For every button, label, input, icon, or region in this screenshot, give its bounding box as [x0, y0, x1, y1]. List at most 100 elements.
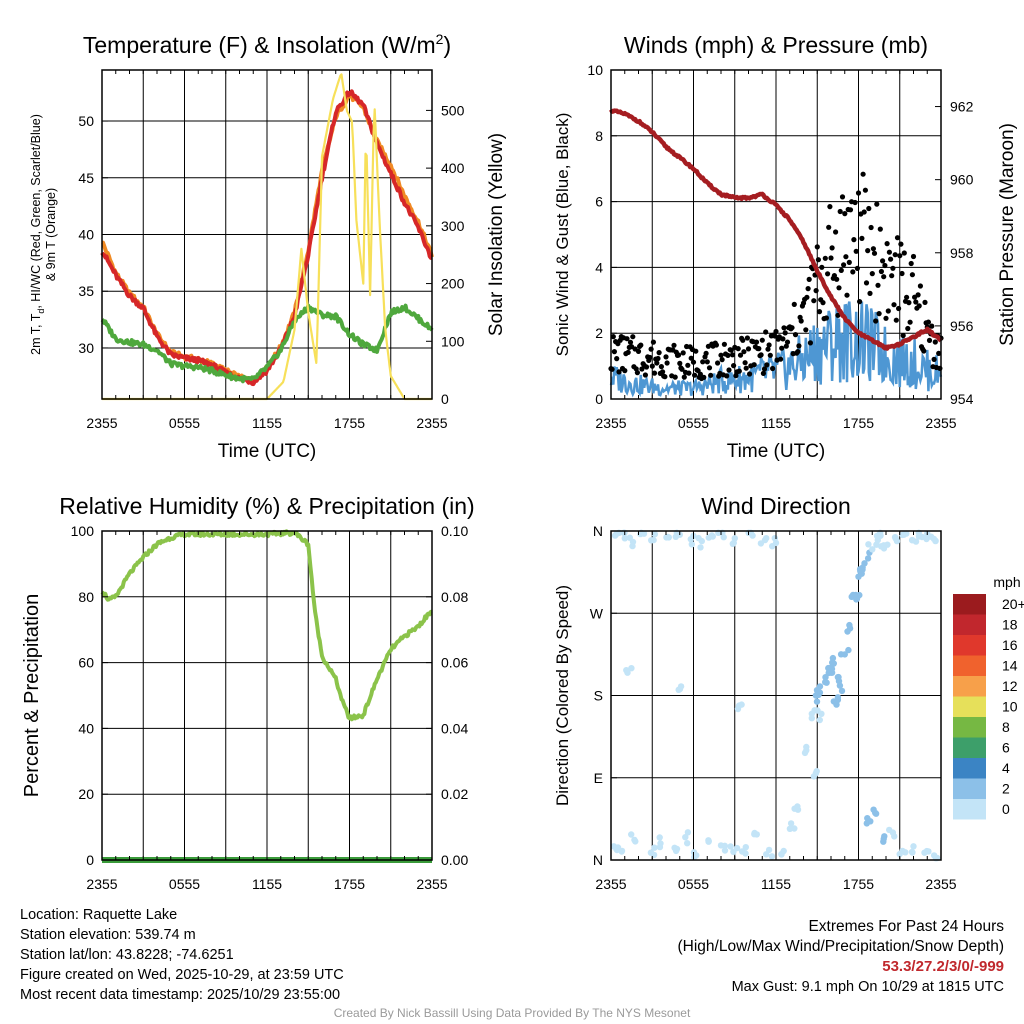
direction-point [735, 702, 743, 709]
gust-point [781, 325, 787, 331]
gust-point [867, 290, 873, 296]
gust-point [634, 370, 641, 376]
gust-point [931, 356, 937, 362]
gust-point [932, 339, 938, 345]
y-tick-label: 4 [595, 259, 603, 275]
gust-point [708, 372, 714, 378]
gust-point [649, 363, 655, 369]
direction-point [648, 537, 655, 544]
gust-point [719, 357, 725, 363]
x-tick-label: 2355 [595, 876, 626, 892]
direction-point [823, 679, 830, 686]
direction-point [751, 829, 758, 837]
gust-point [686, 370, 692, 376]
chart-title: Winds (mph) & Pressure (mb) [624, 32, 928, 58]
direction-point [672, 847, 680, 855]
y2-axis-label: Solar Insolation (Yellow) [486, 133, 507, 336]
direction-point [656, 843, 664, 851]
y2-tick-label: 0.08 [441, 589, 468, 605]
gust-point [798, 318, 804, 324]
gust-point [756, 346, 762, 352]
gust-point [843, 254, 849, 260]
gust-point [736, 368, 742, 374]
legend-swatch [953, 778, 986, 799]
y-tick-label: 100 [71, 523, 95, 539]
x-tick-label: 2355 [86, 415, 117, 431]
direction-point [886, 826, 893, 834]
gust-point [853, 248, 859, 254]
gust-point [805, 286, 811, 292]
gust-point [643, 364, 650, 370]
y-tick-label: 50 [78, 113, 94, 129]
gust-point [721, 341, 728, 347]
legend-label: 0 [1002, 801, 1010, 817]
gust-point [700, 359, 706, 365]
gust-point [706, 365, 713, 371]
x-tick-label: 1755 [843, 415, 874, 431]
gust-point [859, 235, 865, 241]
gust-point [874, 201, 880, 207]
legend-label: 6 [1002, 740, 1010, 756]
gust-point [876, 311, 882, 317]
gust-point [857, 299, 863, 305]
y2-tick-label: 956 [950, 318, 974, 334]
direction-point [763, 535, 770, 542]
y-tick-label: 10 [587, 62, 603, 78]
gust-point [822, 255, 828, 261]
x-tick-label: 1155 [761, 876, 791, 892]
legend-label: 20+ [1002, 596, 1024, 612]
direction-point [742, 844, 749, 851]
direction-point [720, 534, 727, 541]
gust-point [806, 276, 812, 282]
gust-point [926, 337, 933, 343]
gust-point [841, 262, 847, 268]
gust-point [642, 372, 649, 378]
gust-point [877, 226, 883, 232]
legend-label: 4 [1002, 760, 1010, 776]
gust-point [729, 352, 736, 358]
gust-point [760, 370, 767, 376]
gust-point [913, 299, 919, 305]
gust-point [828, 255, 834, 261]
direction-point [869, 546, 876, 553]
extremes-subtitle: (High/Low/Max Wind/Precipitation/Snow De… [677, 938, 1005, 955]
x-tick-label: 1755 [334, 415, 365, 431]
gust-point [744, 335, 751, 341]
direction-point [899, 531, 906, 539]
gust-point [784, 339, 791, 345]
direction-point [691, 853, 698, 861]
gust-point [829, 245, 835, 251]
y-axis-label: Direction (Colored By Speed) [553, 585, 572, 806]
direction-point [930, 535, 938, 543]
gust-point [884, 241, 890, 247]
direction-point [618, 848, 625, 855]
gust-point [697, 371, 704, 377]
y-tick-label: 40 [78, 720, 94, 736]
gust-point [726, 367, 732, 373]
y-axis-label: Sonic Wind & Gust (Blue, Black) [553, 113, 572, 357]
legend-swatch [953, 758, 986, 779]
gust-point [909, 272, 916, 278]
gust-point [900, 332, 906, 339]
legend-label: 2 [1002, 781, 1010, 797]
gust-point [904, 294, 910, 300]
gust-point [899, 270, 905, 277]
y-axis-label-line2: & 9m T (Orange) [44, 188, 58, 281]
gust-point [770, 365, 776, 372]
gust-point [611, 349, 618, 355]
y-tick-label: 0 [86, 852, 94, 868]
gust-point [688, 355, 694, 361]
gust-point [671, 342, 677, 348]
legend-label: 10 [1002, 699, 1018, 715]
direction-point [651, 531, 658, 538]
gust-point [630, 334, 636, 340]
extremes-title: Extremes For Past 24 Hours [808, 918, 1004, 935]
gust-point [881, 274, 887, 280]
gust-point [921, 348, 927, 354]
gust-point [783, 343, 789, 349]
direction-point [816, 716, 823, 724]
gust-point [701, 374, 707, 380]
gust-point [826, 224, 832, 230]
y2-tick-label: 200 [441, 276, 465, 292]
direction-point [771, 535, 778, 542]
